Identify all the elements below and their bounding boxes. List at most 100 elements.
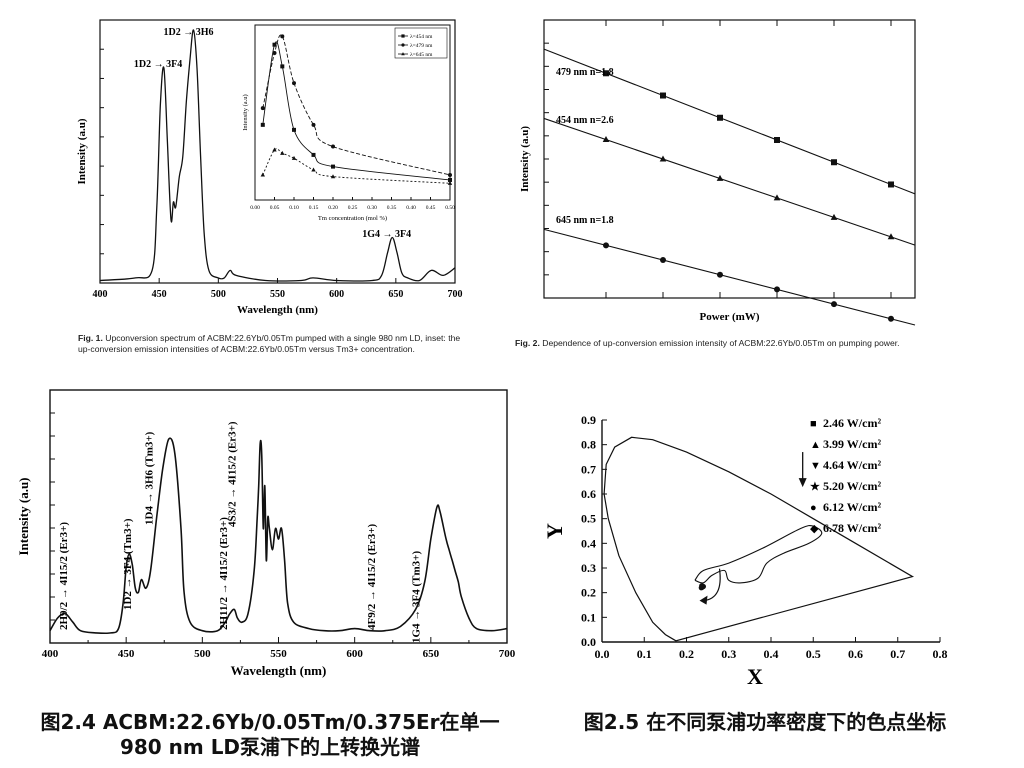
fig1-chart: 400 450 500 550 600 650 700 Wavelength (nm) Inte… — [76, 19, 463, 316]
fig3-xtick-label: 650 — [423, 648, 440, 660]
fig1-inset-point — [311, 167, 316, 172]
fig1-inset-xtick-label: 0.35 — [387, 205, 397, 211]
fig1-inset-point — [280, 64, 285, 69]
fig3-annotation: 2H11/2 → 4I15/2 (Er3+) — [218, 517, 230, 630]
fig2-point — [603, 70, 609, 77]
fig3-caption-line2: 980 nm LD泵浦下的上转换光谱 — [119, 735, 421, 759]
fig4-legend-marker: ▲ — [810, 439, 821, 451]
fig4-xtick-label: 0.3 — [721, 647, 736, 661]
fig4-ytick-label: 0.6 — [581, 487, 596, 501]
fig2-point — [659, 155, 667, 162]
fig4-ytick-label: 0.0 — [581, 635, 596, 649]
fig1-inset-legend-marker — [401, 43, 405, 47]
fig1-inset-point — [272, 51, 277, 56]
fig1-annotation: 1D2 → 3H6 — [163, 27, 213, 38]
fig4-legend-marker: ■ — [810, 418, 817, 430]
fig4-ytick-label: 0.8 — [581, 438, 596, 452]
fig1-annotation: 1G4 → 3F4 — [362, 229, 411, 240]
fig4-xtick-label: 0.1 — [637, 647, 652, 661]
fig2-caption: Fig. 2. Dependence of up-conversion emis… — [515, 338, 925, 349]
fig2-point — [888, 181, 894, 188]
fig4-xtick-label: 0.8 — [933, 647, 948, 661]
fig1-inset-point — [280, 34, 285, 39]
fig3-spectrum-line — [49, 437, 508, 635]
fig3-annotation: 1G4 → 3F4 (Tm3+) — [411, 551, 423, 643]
fig3-annotation: 1D4 → 3H6 (Tm3+) — [143, 431, 155, 525]
fig1-inset-point — [447, 180, 453, 185]
fig3-xtick-label: 500 — [194, 648, 211, 660]
fig2-fit-line — [543, 117, 916, 246]
fig1-inset-xtick-label: 0.30 — [367, 205, 377, 211]
fig2-series-label: 454 nm n=2.6 — [556, 115, 614, 126]
fig2-point — [831, 159, 837, 166]
fig2-point — [831, 301, 837, 308]
fig1-caption: Fig. 1. Upconversion spectrum of ACBM:22… — [78, 333, 468, 355]
fig4-legend-marker: ● — [810, 502, 817, 514]
fig4-ytick-label: 0.9 — [581, 413, 596, 427]
fig4-caption-line1: 图2.5 在不同泵浦功率密度下的色点坐标 — [583, 710, 947, 734]
fig1-xtick-label: 400 — [93, 289, 108, 300]
fig3-ylabel: Intensity (a.u) — [16, 477, 31, 555]
fig1-inset-legend-marker — [401, 34, 405, 38]
fig4-legend-label: 3.99 W/cm² — [823, 437, 881, 451]
fig1-inset-point — [448, 177, 452, 182]
fig2-point — [716, 174, 724, 181]
fig2-point — [773, 194, 781, 201]
fig1-inset-xtick-label: 0.40 — [406, 205, 416, 211]
fig1-inset-xtick-label: 0.20 — [328, 205, 338, 211]
fig4-chart: 0.0 0.1 0.2 0.3 0.4 0.5 0.6 0.7 0.8 0.0 0.1 0.2 0.3 0… — [542, 413, 948, 689]
fig3-xtick-label: 550 — [270, 648, 287, 660]
fig1-inset-point — [331, 144, 335, 149]
fig4-cie-locus — [603, 436, 915, 642]
fig4-ytick-label: 0.2 — [581, 586, 596, 600]
fig1-xtick-label: 550 — [270, 289, 285, 300]
fig2-caption-label: Fig. 2. — [515, 338, 540, 348]
fig4-legend-marker: ▼ — [810, 460, 821, 472]
fig1-inset-point — [331, 164, 335, 169]
fig2-point — [888, 315, 894, 322]
fig3-frame — [49, 389, 508, 644]
fig4-ytick-label: 0.3 — [581, 561, 596, 575]
fig1-inset-point — [311, 122, 316, 127]
fig4-legend-marker: ★ — [810, 481, 820, 493]
fig1-inset-legend-label: λ=645 nm — [410, 52, 433, 58]
fig3-xtick-label: 450 — [118, 648, 135, 660]
fig4-ytick-label: 0.5 — [581, 512, 596, 526]
fig1-panel: 400 450 500 550 600 650 700 Wavelength (nm) Inte… — [70, 5, 470, 325]
fig3-caption-line1: 图2.4 ACBM:22.6Yb/0.05Tm/0.375Er在单一 — [40, 710, 500, 734]
fig1-inset-legend-marker — [401, 52, 405, 56]
fig2-series-label: 645 nm n=1.8 — [556, 215, 614, 226]
fig1-inset-point — [260, 172, 265, 177]
fig1-inset-legend-label: λ=479 nm — [410, 43, 433, 49]
fig1-inset-point — [311, 152, 316, 157]
fig1-xtick-label: 600 — [329, 289, 344, 300]
fig1-inset-xtick-label: 0.15 — [309, 205, 319, 211]
fig1-xtick-label: 650 — [388, 289, 403, 300]
fig4-ytick-label: 0.7 — [581, 462, 596, 476]
fig3-annotation: 2H9/2 → 4I15/2 (Er3+) — [58, 522, 70, 630]
fig1-inset-xtick-label: 0.00 — [250, 205, 260, 211]
fig4-legend-marker: ◆ — [810, 523, 819, 535]
fig4-curve-arrow — [703, 568, 721, 602]
fig4-ytick-label: 0.4 — [581, 536, 596, 550]
fig4-xtick-label: 0.0 — [595, 647, 610, 661]
fig3-xlabel: Wavelength (nm) — [231, 663, 327, 678]
fig3-chart: 400 450 500 550 600 650 700 Wavelength (nm) Inte… — [16, 389, 516, 678]
fig1-inset-xtick-label: 0.10 — [289, 205, 299, 211]
fig2-point — [717, 114, 723, 121]
fig3-caption-cn: 图2.4 ACBM:22.6Yb/0.05Tm/0.375Er在单一 980 n… — [10, 710, 530, 760]
fig1-inset-xtick-label: 0.50 — [445, 205, 455, 211]
fig4-legend-label: 6.12 W/cm² — [823, 500, 881, 514]
fig1-annotation: 1D2 → 3F4 — [134, 59, 182, 70]
fig4-ytick-label: 0.1 — [581, 610, 596, 624]
fig4-legend-label: 4.64 W/cm² — [823, 458, 881, 472]
fig1-inset-point — [291, 155, 297, 160]
fig4-xtick-label: 0.6 — [848, 647, 863, 661]
fig4-ylabel: Y — [542, 523, 567, 539]
fig1-inset-point — [330, 174, 336, 179]
fig1-inset-point — [272, 42, 277, 47]
fig2-point — [830, 213, 838, 220]
fig2-ylabel: Intensity (a.u) — [519, 126, 531, 192]
fig3-xtick-label: 700 — [499, 648, 516, 660]
fig2-point — [774, 136, 780, 143]
